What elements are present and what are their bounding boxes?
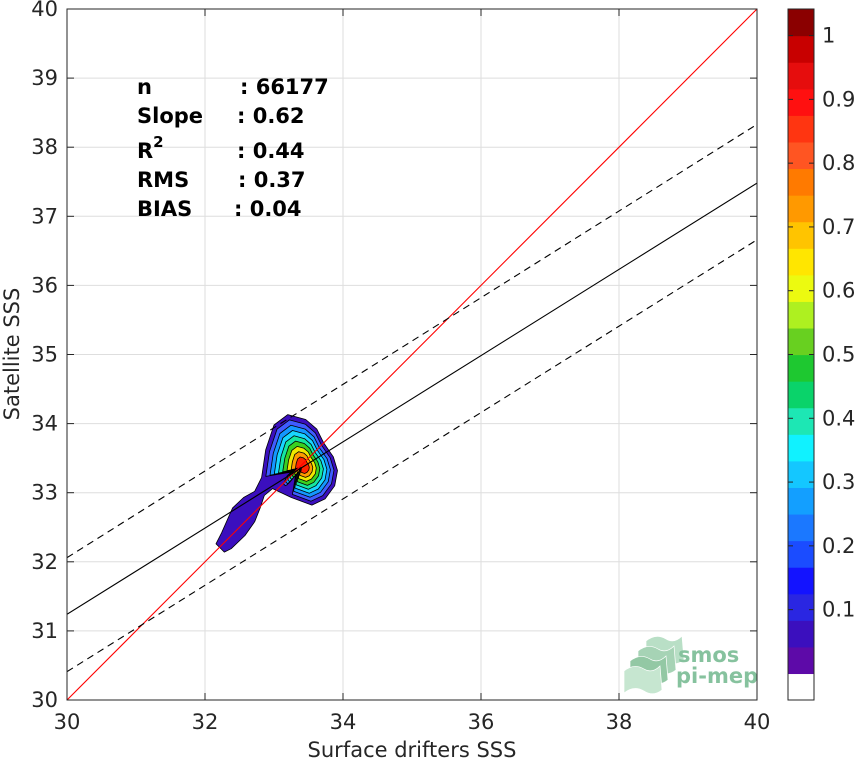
y-tick-labels: 30 31 32 33 34 35 36 37 38 39 40 (31, 0, 58, 712)
x-tick-label: 30 (54, 710, 81, 734)
stat-label-r-sup: 2 (153, 133, 163, 151)
reference-lines (67, 9, 757, 700)
y-tick-label: 32 (31, 550, 58, 574)
y-tick-label: 36 (31, 273, 58, 297)
stat-label-r: R (137, 139, 153, 163)
colorbar-swatch (788, 460, 814, 488)
x-tick-label: 38 (606, 710, 633, 734)
line-lower-bound (67, 239, 757, 673)
line-upper-bound (67, 123, 757, 559)
stat-label-slope: Slope (137, 104, 203, 128)
stat-value-rms: : 0.37 (238, 168, 306, 192)
colorbar-tick-label: 0.2 (822, 534, 855, 558)
colorbar-swatch (788, 593, 814, 621)
grid (67, 9, 757, 700)
colorbar-tick-label: 1 (822, 24, 835, 48)
y-axis-label: Satellite SSS (0, 288, 24, 421)
line-regression (67, 182, 757, 615)
colorbar-swatches (788, 9, 814, 701)
colorbar-swatch (788, 301, 814, 329)
colorbar-swatch (788, 567, 814, 595)
colorbar-tick-label: 0.1 (822, 598, 855, 622)
colorbar-swatch (788, 487, 814, 515)
stat-value-bias: : 0.04 (234, 197, 302, 221)
colorbar-swatch (788, 673, 814, 701)
colorbar-tick-label: 0.4 (822, 406, 855, 430)
y-tick-label: 35 (31, 343, 58, 367)
colorbar-swatch (788, 141, 814, 170)
colorbar: 0.1 0.2 0.3 0.4 0.5 0.6 0.7 0.8 0.9 1 (787, 8, 855, 701)
colorbar-swatch (788, 327, 814, 356)
y-tick-label: 37 (31, 204, 58, 228)
line-one-to-one (67, 9, 757, 700)
colorbar-swatch (788, 407, 814, 435)
colorbar-swatch (788, 115, 814, 143)
y-tick-label: 38 (31, 135, 58, 159)
colorbar-swatch (788, 274, 814, 302)
logo-icon (623, 635, 685, 695)
colorbar-tick-label: 0.8 (822, 151, 855, 175)
y-tick-label: 34 (31, 412, 58, 436)
x-tick-label: 32 (192, 710, 219, 734)
watermark-line-1: smos (678, 643, 739, 667)
watermark-line-2: pi-mep (676, 664, 758, 688)
colorbar-swatch (788, 195, 814, 223)
y-tick-label: 39 (31, 66, 58, 90)
logo-panel (623, 665, 663, 695)
colorbar-swatch (788, 88, 814, 116)
colorbar-swatch (788, 434, 814, 462)
stat-value-slope: : 0.62 (237, 104, 305, 128)
x-tick-label: 34 (330, 710, 357, 734)
colorbar-swatch (788, 9, 814, 37)
colorbar-labels: 0.1 0.2 0.3 0.4 0.5 0.6 0.7 0.8 0.9 1 (822, 24, 855, 622)
stat-label-rms: RMS (137, 168, 189, 192)
colorbar-tick-label: 0.7 (822, 215, 855, 239)
axis-ticks (66, 8, 758, 701)
x-tick-label: 40 (744, 710, 771, 734)
stat-label-n: n (137, 75, 152, 99)
colorbar-swatch (788, 354, 814, 382)
y-tick-label: 40 (31, 0, 58, 21)
stats-box: n : 66177 Slope : 0.62 R2 : 0.44 RMS : 0… (137, 75, 329, 221)
colorbar-swatch (788, 620, 814, 648)
stat-label-bias: BIAS (137, 197, 192, 221)
colorbar-tick-label: 0.6 (822, 279, 855, 303)
colorbar-tick-label: 0.9 (822, 87, 855, 111)
colorbar-ticks (788, 35, 814, 611)
colorbar-swatch (788, 646, 814, 675)
colorbar-swatch (788, 513, 814, 542)
colorbar-swatch (788, 540, 814, 568)
y-tick-label: 33 (31, 481, 58, 505)
y-tick-label: 30 (31, 688, 58, 712)
colorbar-swatch (788, 248, 814, 276)
watermark-logo: smos pi-mep (623, 635, 758, 695)
colorbar-swatch (788, 35, 814, 63)
colorbar-swatch (788, 221, 814, 249)
y-tick-label: 31 (31, 619, 58, 643)
x-axis-label: Surface drifters SSS (308, 738, 517, 762)
colorbar-swatch (788, 381, 814, 409)
x-tick-labels: 30 32 34 36 38 40 (54, 710, 771, 734)
stat-value-r2: : 0.44 (237, 139, 305, 163)
stat-label-r2: R2 (137, 133, 164, 163)
colorbar-swatch (788, 168, 814, 196)
colorbar-tick-label: 0.3 (822, 470, 855, 494)
x-tick-label: 36 (468, 710, 495, 734)
colorbar-tick-label: 0.5 (822, 343, 855, 367)
stat-value-n: : 66177 (240, 75, 329, 99)
colorbar-swatch (788, 62, 814, 90)
